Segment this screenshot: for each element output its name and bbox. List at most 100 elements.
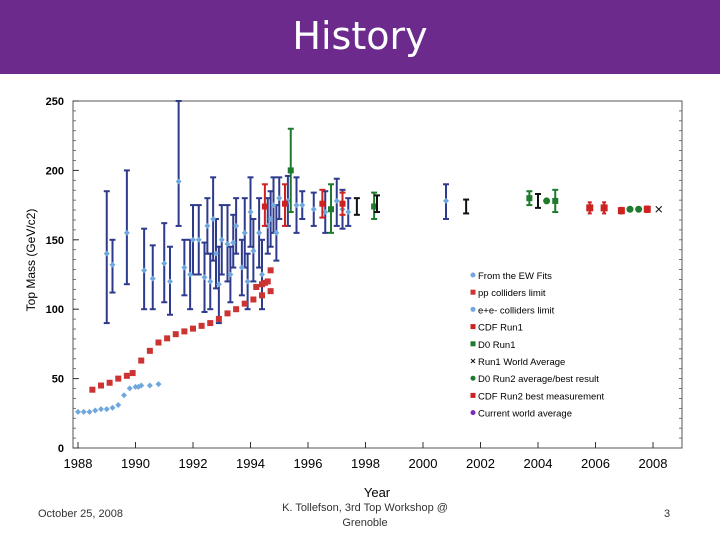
- ew-fit-point: [238, 264, 245, 271]
- y-tick-label: 200: [46, 165, 64, 177]
- pp-limit-point: [259, 292, 265, 299]
- pp-limit-point: [264, 278, 271, 285]
- y-tick-label: 0: [58, 443, 64, 455]
- cdf-run2-point: [586, 204, 594, 212]
- x-tick-label: 2006: [581, 456, 610, 471]
- ew-fit-point: [215, 281, 222, 288]
- pp-limit-point: [98, 382, 104, 389]
- pp-limit-point: [123, 372, 130, 379]
- legend-label: CDF Run1: [478, 323, 523, 334]
- cdf-run1-point: [261, 203, 268, 210]
- pp-limit-point: [207, 320, 214, 327]
- pp-limit-point: [267, 288, 274, 295]
- d0-run2-point: [543, 197, 551, 205]
- ew-fit-point: [267, 215, 274, 222]
- ew-fit-point: [201, 274, 208, 281]
- legend-label: D0 Run1: [478, 340, 516, 351]
- d0-run2-point: [635, 205, 643, 213]
- pp-limit-point: [267, 267, 274, 274]
- x-tick-label: 2004: [524, 456, 553, 471]
- pp-limit-point: [106, 379, 113, 386]
- cdf-run1-point: [319, 200, 326, 207]
- slide-number: 3: [664, 508, 671, 520]
- legend-label: CDF Run2 best measurement: [478, 391, 605, 402]
- ew-fit-point: [345, 209, 352, 216]
- ew-fit-point: [293, 202, 300, 209]
- ew-fit-point: [299, 202, 306, 209]
- pp-limit-point: [138, 357, 145, 364]
- ew-fit-point: [227, 271, 234, 278]
- x-tick-label: 1996: [294, 456, 323, 471]
- x-tick-label: 1994: [236, 456, 265, 471]
- x-axis-label: Year: [364, 485, 391, 500]
- ew-fit-point: [207, 278, 214, 285]
- ew-fit-point: [190, 236, 196, 243]
- legend-marker: [470, 289, 476, 295]
- legend-marker: [470, 306, 476, 312]
- pp-limit-point: [115, 375, 122, 382]
- legend-label: e+e- colliders limit: [478, 305, 555, 316]
- cdf-run2-point: [617, 207, 625, 215]
- ew-fit-point: [256, 229, 263, 236]
- cdf-run1-point: [339, 200, 346, 207]
- legend-marker: [470, 324, 476, 330]
- ee-limit-point: [146, 382, 153, 389]
- ew-fit-point: [175, 178, 182, 185]
- pp-limit-point: [215, 315, 222, 322]
- legend-marker: [470, 375, 476, 381]
- d0-run2-point: [626, 205, 634, 213]
- x-tick-label: 2000: [409, 456, 438, 471]
- ew-fit-point: [210, 215, 217, 222]
- ew-fit-point: [204, 222, 211, 229]
- d0-run1-point: [328, 206, 334, 213]
- ee-limit-point: [121, 392, 127, 399]
- pp-limit-point: [190, 325, 196, 332]
- legend-label: pp colliders limit: [478, 288, 546, 299]
- ee-limit-point: [138, 382, 145, 389]
- ee-limit-point: [155, 381, 162, 388]
- d0-run1-point: [371, 203, 378, 210]
- title-bar: History: [0, 0, 720, 74]
- ew-fit-point: [149, 275, 156, 282]
- ew-fit-point: [123, 229, 130, 236]
- ew-fit-point: [187, 271, 194, 278]
- legend-marker: [470, 341, 476, 347]
- ew-fit-point: [218, 236, 225, 243]
- y-axis-label: Top Mass (GeV/c2): [24, 209, 38, 312]
- ee-limit-point: [80, 408, 87, 415]
- ee-limit-point: [92, 407, 99, 414]
- pp-limit-point: [241, 300, 248, 307]
- y-tick-label: 100: [46, 304, 64, 316]
- pp-limit-point: [224, 310, 231, 317]
- pp-limit-point: [253, 283, 260, 290]
- ew-fit-point: [109, 261, 116, 268]
- legend-marker: [470, 272, 476, 278]
- pp-limit-point: [181, 328, 188, 335]
- ew-fit-point: [244, 278, 251, 285]
- d0-run1-point: [526, 195, 533, 202]
- ew-fit-point: [247, 209, 254, 216]
- ew-fit-point: [213, 250, 219, 257]
- pp-limit-point: [146, 347, 153, 354]
- ew-fit-point: [276, 195, 283, 202]
- ew-fit-point: [250, 247, 257, 254]
- x-tick-label: 1998: [351, 456, 380, 471]
- x-tick-label: 1988: [64, 456, 93, 471]
- pp-limit-point: [129, 370, 136, 377]
- cdf-run2-point: [600, 204, 608, 212]
- top-mass-chart: 0 50 100 150 200 250 1988 1990 1992 1994 1996 1998…: [24, 96, 683, 500]
- ew-fit-point: [195, 236, 202, 243]
- ee-limit-point: [86, 408, 93, 415]
- ee-limit-point: [126, 385, 133, 392]
- ew-fit-point: [333, 197, 340, 204]
- footer-presenter: K. Tollefson, 3rd Top Workshop @ Grenobl…: [282, 502, 448, 529]
- footer-date: October 25, 2008: [38, 508, 124, 520]
- ee-limit-point: [103, 406, 110, 413]
- x-tick-label: 1990: [121, 456, 150, 471]
- legend-label: Current world average: [478, 409, 572, 420]
- ew-fit-point: [161, 260, 168, 267]
- legend-marker: [470, 410, 476, 416]
- ee-limit-point: [75, 408, 81, 415]
- y-tick-label: 150: [46, 235, 64, 247]
- ew-fit-point: [310, 206, 317, 213]
